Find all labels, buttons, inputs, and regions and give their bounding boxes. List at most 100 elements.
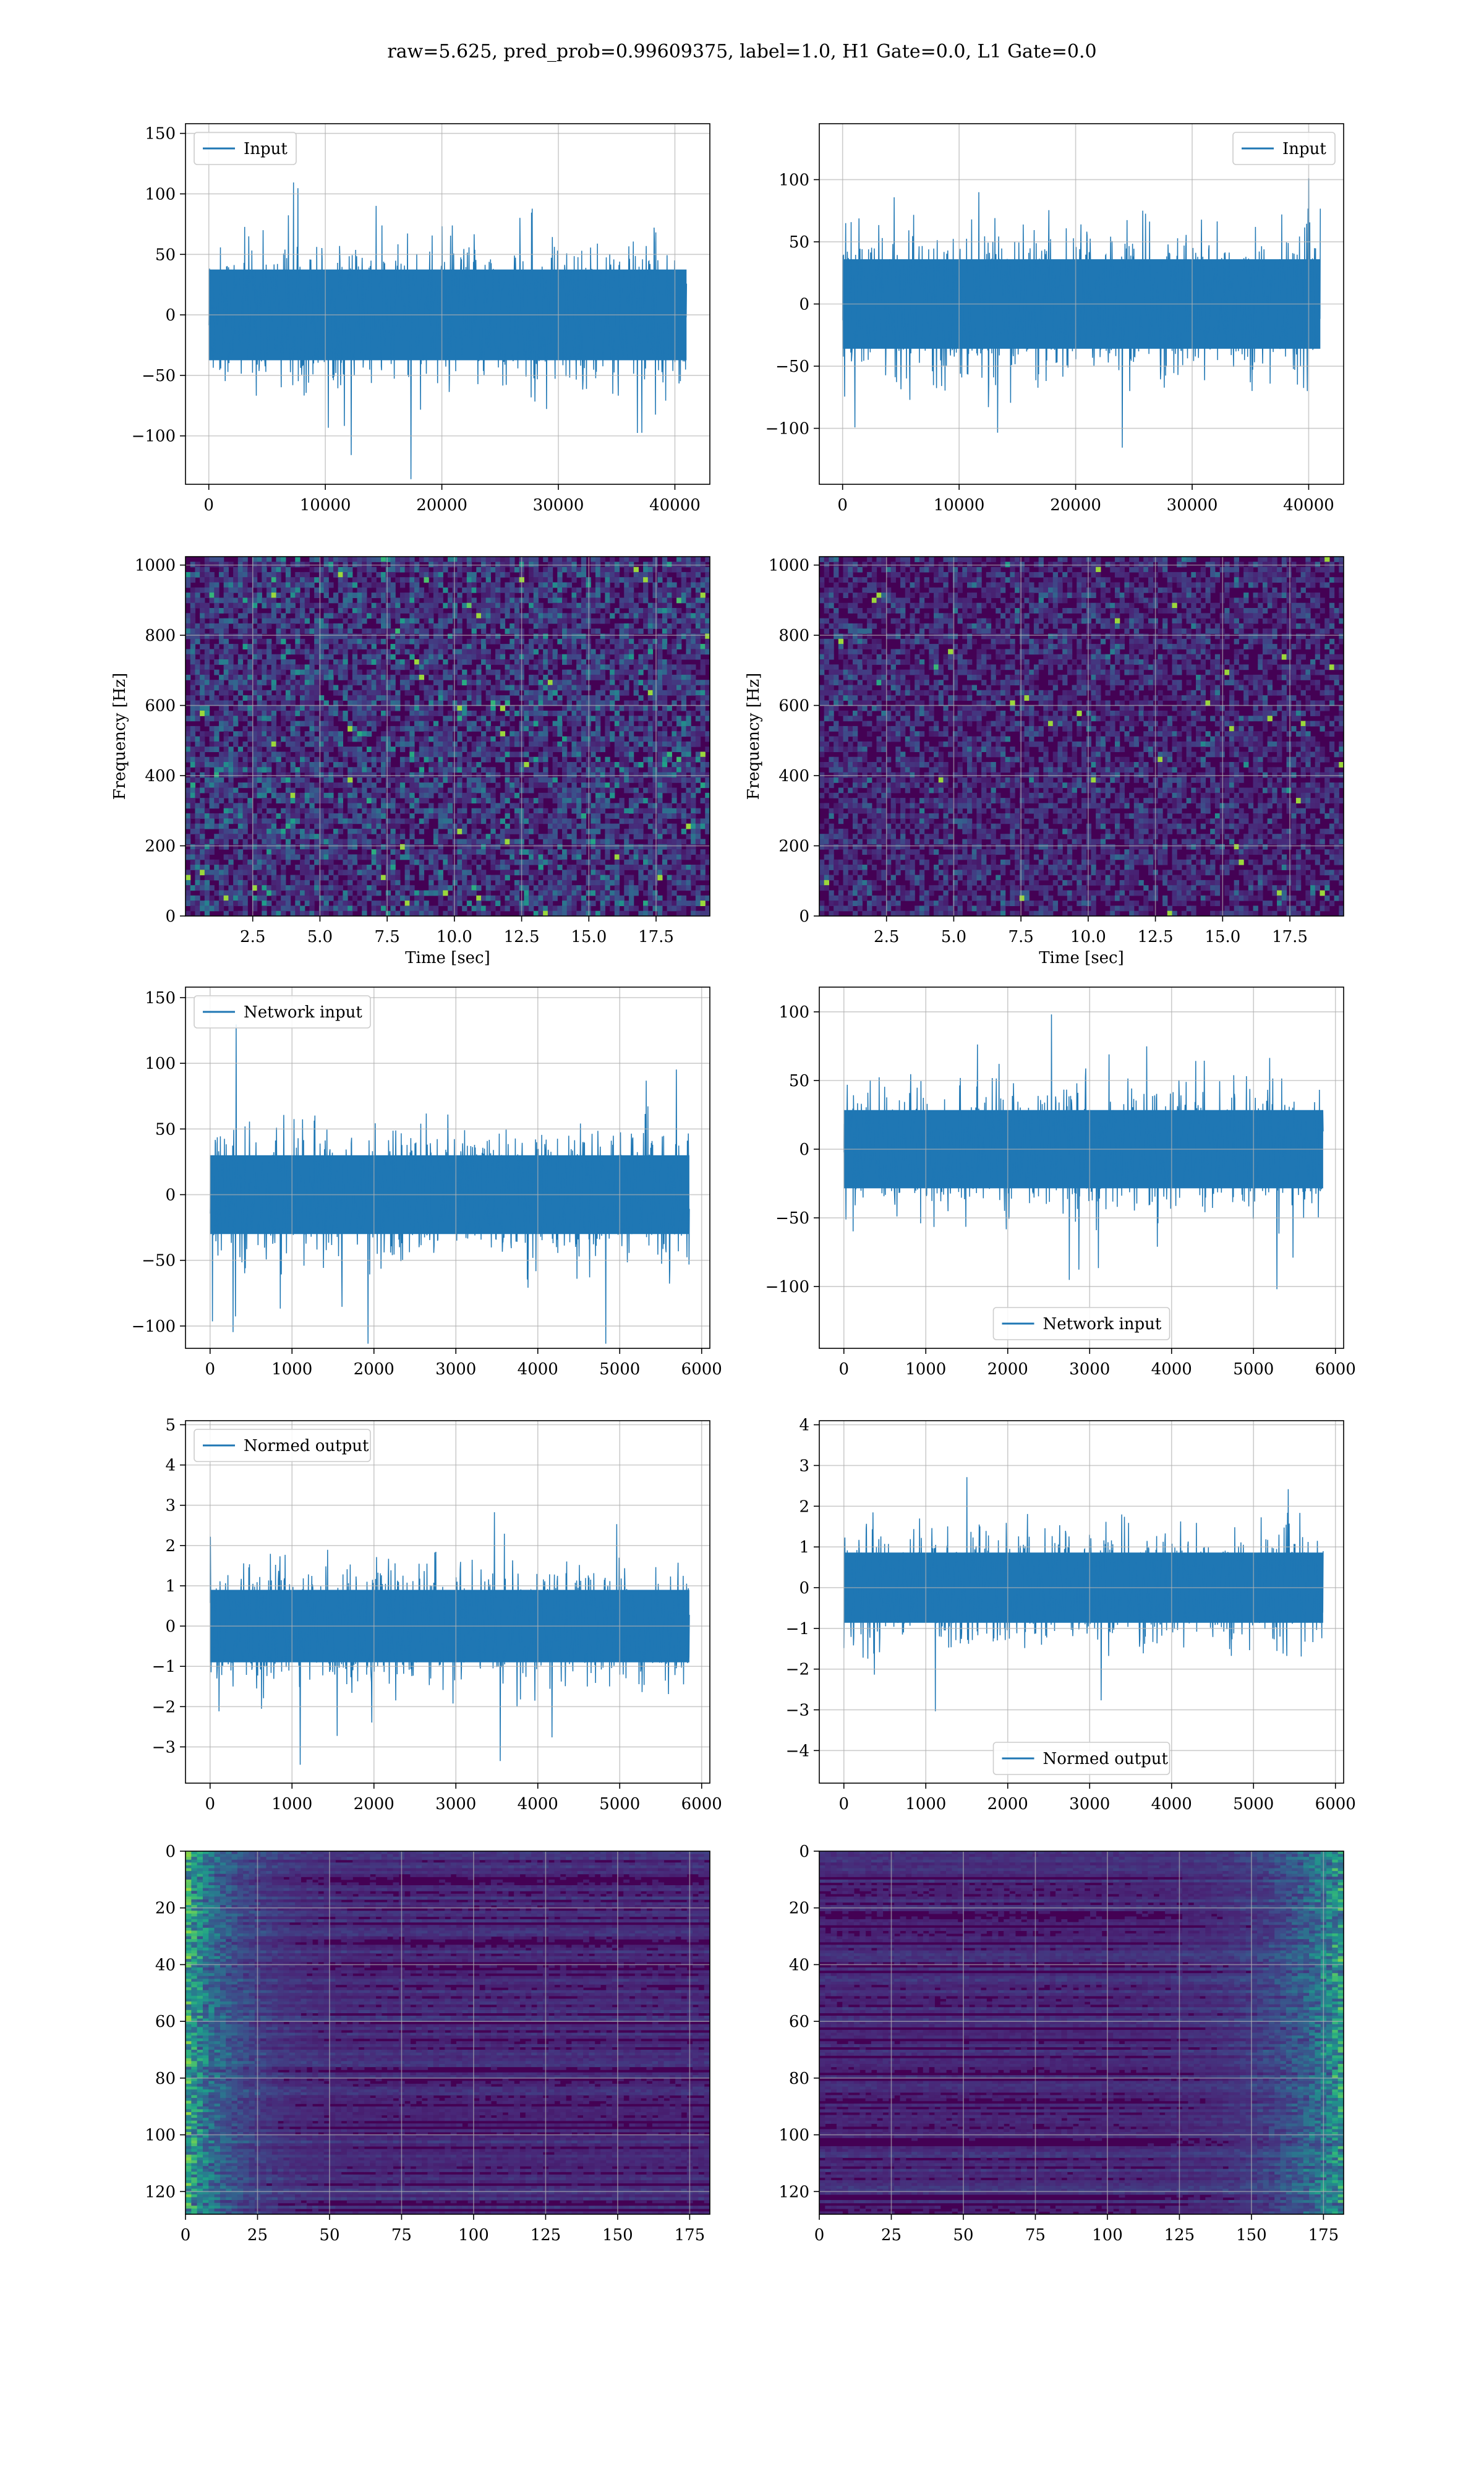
spectrogram-cell [628, 638, 634, 644]
spectrogram-cell [476, 664, 482, 670]
spectrogram-cell [237, 767, 244, 773]
spectrogram-cell [285, 597, 291, 604]
spectrogram-cell [309, 705, 315, 711]
spectrogram-cell [638, 628, 644, 635]
spectrogram-cell [452, 705, 458, 711]
spectrogram-cell [233, 649, 239, 655]
spectrogram-cell [352, 905, 358, 912]
spectrogram-cell [562, 711, 568, 716]
spectrogram-cell [510, 669, 515, 675]
spectrogram-cell [633, 803, 639, 809]
spectrogram-cell [209, 664, 215, 670]
spectrogram-cell [591, 587, 596, 593]
spectrogram-cell [352, 690, 358, 696]
spectrogram-cell [343, 823, 348, 829]
spectrogram-cell [318, 792, 325, 798]
spectrogram-cell [562, 613, 568, 619]
spectrogram-cell [371, 839, 377, 845]
spectrogram-cell [429, 875, 434, 881]
spectrogram-cell [505, 593, 510, 598]
spectrogram-cell [476, 557, 482, 562]
spectrogram-cell [385, 890, 391, 896]
spectrogram-cell [228, 767, 234, 773]
spectrogram-cell [571, 649, 577, 655]
spectrogram-cell [562, 644, 568, 649]
spectrogram-cell [247, 669, 253, 675]
spectrogram-cell [547, 828, 553, 834]
spectrogram-cell [338, 751, 343, 758]
spectrogram-cell [376, 859, 382, 865]
spectrogram-cell [448, 602, 453, 609]
spectrogram-cell [385, 587, 391, 593]
spectrogram-cell [281, 623, 286, 629]
spectrogram-cell [252, 567, 258, 573]
spectrogram-cell [562, 767, 568, 773]
spectrogram-cell [480, 731, 487, 737]
spectrogram-cell [490, 818, 496, 824]
spectrogram-cell [209, 777, 215, 783]
spectrogram-cell [409, 726, 415, 732]
spectrogram-cell [204, 772, 210, 778]
spectrogram-cell [495, 587, 501, 593]
spectrogram-cell [500, 875, 506, 881]
spectrogram-cell [343, 659, 348, 665]
spectrogram-cell [500, 798, 506, 803]
spectrogram-cell [529, 571, 534, 578]
spectrogram-cell [209, 859, 215, 865]
spectrogram-cell [257, 613, 262, 619]
spectrogram-cell [385, 705, 391, 711]
spectrogram-cell [186, 597, 191, 604]
spectrogram-cell [204, 813, 210, 819]
spectrogram-cell [443, 798, 448, 803]
spectrogram-cell [366, 823, 372, 829]
spectrogram-cell [276, 767, 281, 773]
spectrogram-cell [228, 798, 234, 803]
spectrogram-cell [628, 905, 634, 912]
spectrogram-cell [476, 700, 482, 706]
spectrogram-cell [362, 767, 367, 773]
spectrogram-cell [443, 834, 448, 840]
spectrogram-cell [271, 711, 277, 716]
spectrogram-cell [376, 582, 382, 588]
spectrogram-cell [285, 726, 291, 732]
spectrogram-cell [333, 875, 339, 881]
spectrogram-cell [242, 844, 248, 850]
spectrogram-cell [395, 557, 401, 562]
spectrogram-cell [495, 633, 501, 640]
spectrogram-cell [562, 669, 568, 675]
spectrogram-cell [233, 741, 239, 747]
spectrogram-cell [376, 587, 382, 593]
spectrogram-cell [552, 700, 558, 706]
spectrogram-cell [262, 567, 267, 573]
spectrogram-cell [480, 623, 487, 629]
spectrogram-cell [610, 870, 615, 876]
spectrogram-cell [247, 664, 253, 670]
spectrogram-cell [566, 880, 573, 886]
spectrogram-cell [200, 813, 205, 819]
spectrogram-cell [228, 803, 234, 809]
spectrogram-cell [595, 885, 601, 891]
spectrogram-cell [576, 685, 582, 691]
spectrogram-cell [624, 633, 629, 640]
spectrogram-cell [357, 669, 362, 675]
spectrogram-cell [309, 834, 315, 840]
spec-h1-chart: 2.5 5.0 7.5 10.0 12.5 15.0 17.5020040060080010… [111, 556, 710, 967]
spectrogram-cell [290, 711, 296, 716]
spectrogram-cell [500, 803, 506, 809]
spectrogram-cell [605, 685, 610, 691]
spectrogram-cell [209, 582, 215, 588]
spectrogram-cell [242, 854, 248, 860]
spectrogram-cell [457, 823, 463, 829]
spectrogram-cell [276, 772, 281, 778]
spectrogram-cell [309, 767, 315, 773]
spectrogram-cell [262, 787, 267, 794]
spectrogram-cell [414, 777, 420, 783]
spectrogram-cell [480, 618, 487, 624]
spectrogram-cell [214, 792, 220, 798]
spectrogram-cell [529, 567, 534, 573]
spectrogram-cell [395, 695, 401, 701]
spectrogram-cell [352, 633, 358, 640]
spectrogram-cell [223, 895, 229, 901]
spectrogram-cell [409, 756, 415, 763]
spectrogram-cell [228, 582, 234, 588]
